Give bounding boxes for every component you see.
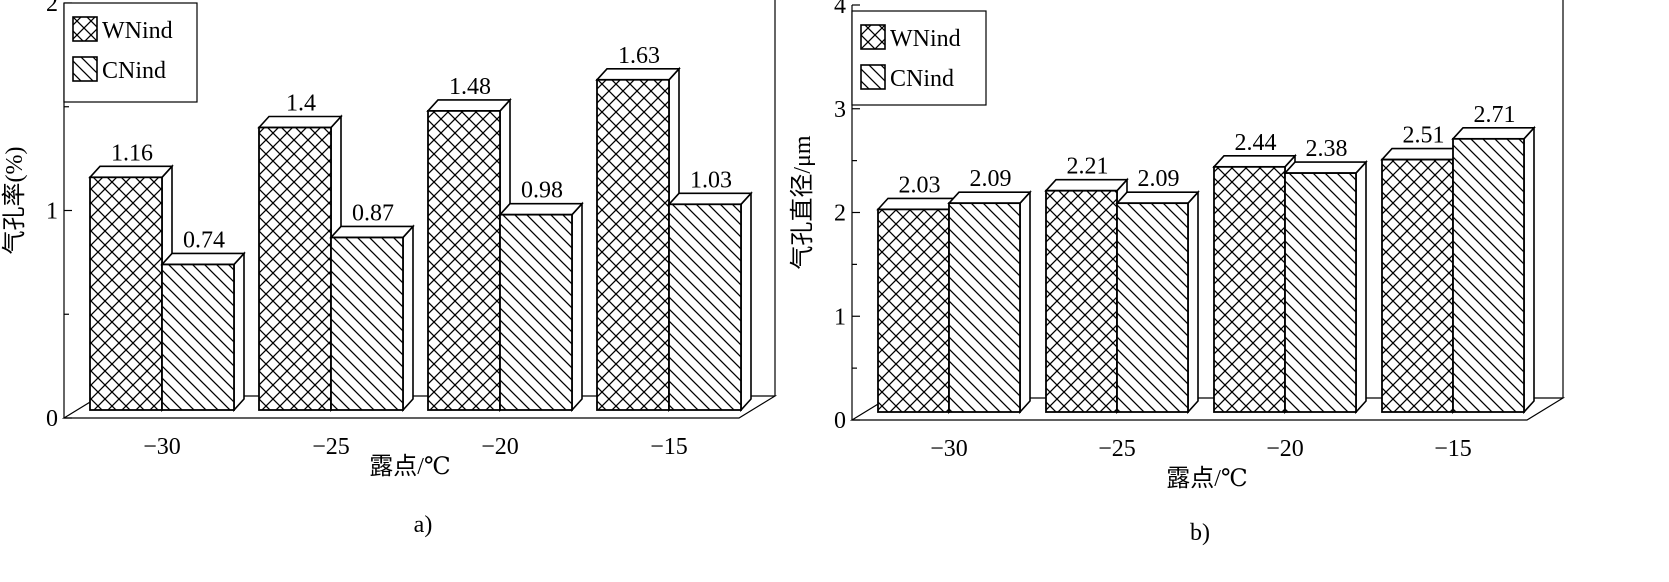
legend-swatch-wnind xyxy=(72,16,98,42)
data-label: 2.51 xyxy=(1403,123,1445,149)
y-axis-title: 气孔直径/μm xyxy=(789,135,816,270)
y-tick-label: 0 xyxy=(834,408,846,434)
data-label: 2.09 xyxy=(1138,166,1180,192)
data-label: 2.03 xyxy=(899,172,941,198)
data-label: 1.48 xyxy=(449,74,491,100)
data-label: 2.71 xyxy=(1474,102,1516,128)
bar-wnind xyxy=(1213,165,1286,413)
legend-label: WNind xyxy=(102,18,173,44)
bar-cnind xyxy=(330,236,404,411)
y-tick-label: 3 xyxy=(834,97,846,123)
bar-top-wnind xyxy=(876,197,961,211)
bar-wnind xyxy=(1381,158,1454,413)
bar-wnind xyxy=(258,126,332,411)
bar-side-cnind xyxy=(571,201,583,413)
bar-top-cnind xyxy=(947,191,1032,204)
panel-b-chart: 0 1 2 3 4 2.03 2.09 −30 2.21 2.09 −25 2.44 2.38 −20 2.… xyxy=(789,0,1566,546)
x-tick-label: −30 xyxy=(143,434,181,460)
panel-a-chart: 0 1 2 1.16 0.74 −30 1.4 0.87 −25 1.48 0.98 −20 1.63 1… xyxy=(1,0,778,538)
y-tick-label: 4 xyxy=(834,0,846,19)
x-tick-label: −20 xyxy=(481,434,519,460)
floor-plane xyxy=(849,397,1566,421)
floor-plane xyxy=(61,395,778,419)
bar-top-wnind xyxy=(1212,155,1297,168)
bar-side-cnind xyxy=(402,224,414,413)
bar-cnind xyxy=(1284,172,1357,413)
bar-top-wnind xyxy=(257,115,343,129)
x-tick-label: −20 xyxy=(1266,436,1304,462)
x-tick-label: −25 xyxy=(1098,436,1136,462)
bar-top-cnind xyxy=(1283,161,1368,174)
data-label: 2.09 xyxy=(970,166,1012,192)
bar-side-cnind xyxy=(1523,125,1535,415)
x-axis-title: 露点/℃ xyxy=(369,453,451,480)
data-label: 1.63 xyxy=(618,43,660,69)
data-label: 2.38 xyxy=(1306,136,1348,162)
bar-top-wnind xyxy=(1044,178,1129,192)
bar-top-cnind xyxy=(1115,191,1200,204)
bar-wnind xyxy=(89,176,163,411)
legend-label: WNind xyxy=(890,26,961,52)
legend-swatch-wnind xyxy=(860,24,886,50)
y-tick-label: 2 xyxy=(46,0,58,17)
bar-side-cnind xyxy=(740,191,752,413)
y-axis-title: 气孔率(%) xyxy=(1,147,28,255)
bar-side-cnind xyxy=(1019,190,1031,415)
bar-side-cnind xyxy=(1187,190,1199,415)
data-label: 0.87 xyxy=(352,200,394,226)
bar-cnind xyxy=(1452,137,1525,413)
x-tick-label: −15 xyxy=(1434,436,1472,462)
legend-label: CNind xyxy=(890,66,954,92)
back-wall xyxy=(1562,0,1564,398)
bar-cnind xyxy=(668,203,742,411)
bar-top-wnind xyxy=(426,99,512,112)
bar-top-cnind xyxy=(667,192,753,206)
bar-top-cnind xyxy=(329,225,415,239)
bar-wnind xyxy=(427,110,501,411)
bar-top-wnind xyxy=(595,67,681,81)
x-axis-title: 露点/℃ xyxy=(1166,465,1248,492)
data-label: 1.03 xyxy=(690,167,732,193)
x-tick-label: −15 xyxy=(650,434,688,460)
bar-cnind xyxy=(948,202,1021,413)
y-tick-label: 2 xyxy=(834,201,846,227)
x-tick-label: −25 xyxy=(312,434,350,460)
legend-swatch-cnind xyxy=(72,56,98,82)
bar-top-cnind xyxy=(1451,127,1536,140)
data-label: 2.21 xyxy=(1067,154,1109,180)
data-label: 0.74 xyxy=(183,227,225,253)
data-label: 2.44 xyxy=(1235,130,1277,156)
y-tick-label: 1 xyxy=(834,304,846,330)
bar-cnind xyxy=(1116,202,1189,413)
bar-wnind xyxy=(1045,189,1118,413)
y-tick-label: 0 xyxy=(46,406,58,432)
bar-cnind xyxy=(499,213,573,411)
back-wall xyxy=(774,0,776,396)
panel-label: b) xyxy=(1190,520,1210,546)
bar-top-cnind xyxy=(160,252,246,266)
bar-cnind xyxy=(161,263,235,411)
data-label: 0.98 xyxy=(521,178,563,204)
x-tick-label: −30 xyxy=(930,436,968,462)
legend-swatch-cnind xyxy=(860,64,886,90)
bar-top-cnind xyxy=(498,202,584,216)
bar-side-cnind xyxy=(233,251,245,413)
legend-label: CNind xyxy=(102,58,166,84)
bar-top-wnind xyxy=(1380,147,1465,161)
bar-top-wnind xyxy=(88,165,174,179)
y-tick-label: 1 xyxy=(46,199,58,225)
panel-label: a) xyxy=(414,512,433,538)
bar-wnind xyxy=(877,208,950,413)
bar-wnind xyxy=(596,78,670,411)
bar-side-cnind xyxy=(1355,160,1367,415)
data-label: 1.16 xyxy=(111,140,153,166)
data-label: 1.4 xyxy=(286,91,316,117)
